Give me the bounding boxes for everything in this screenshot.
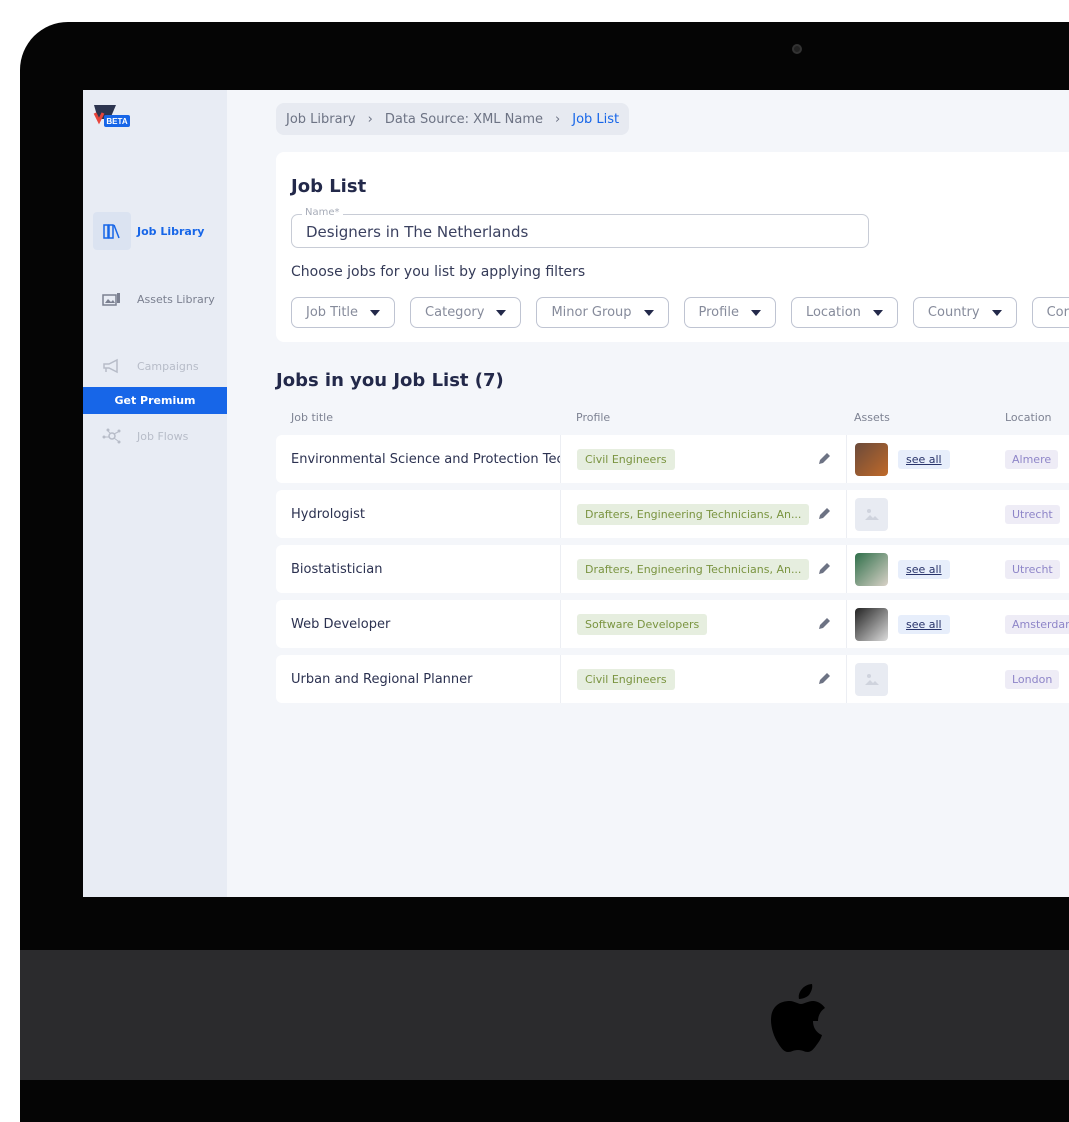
svg-text:BETA: BETA <box>106 117 127 126</box>
monitor-chin <box>20 950 1069 1080</box>
job-title-cell: Web Developer <box>276 600 561 648</box>
breadcrumb: Job Library › Data Source: XML Name › Job … <box>276 103 630 135</box>
sidebar: BETA Job Library Assets Library Campaign… <box>83 90 227 897</box>
sidebar-item-assets-library[interactable]: Assets Library <box>83 280 227 318</box>
profile-cell: Drafters, Engineering Technicians, An... <box>561 545 847 593</box>
filter-country[interactable]: Country <box>912 297 1017 328</box>
edit-pencil-icon[interactable] <box>817 561 831 580</box>
asset-thumbnail[interactable] <box>855 552 888 586</box>
name-value: Designers in The Netherlands <box>306 223 529 241</box>
filter-more[interactable]: Cor <box>1031 297 1069 328</box>
edit-pencil-icon[interactable] <box>817 506 831 525</box>
asset-thumbnail[interactable] <box>855 607 888 641</box>
see-all-link[interactable]: see all <box>898 449 950 469</box>
header-location[interactable]: Location <box>1005 411 1052 424</box>
caret-down-icon <box>872 309 883 316</box>
location-tag: London <box>1005 669 1060 689</box>
table-row[interactable]: Environmental Science and Protection Te c… <box>276 435 1069 483</box>
profile-tag: Drafters, Engineering Technicians, An... <box>577 558 810 580</box>
job-list-card: Job List Name* Designers in The Netherla… <box>276 152 1069 342</box>
megaphone-icon <box>93 347 131 385</box>
filters-subtitle: Choose jobs for you list by applying fil… <box>291 264 586 280</box>
assets-cell: see all Almere <box>847 435 1069 483</box>
breadcrumb-job-library[interactable]: Job Library <box>286 111 356 127</box>
profile-tag: Civil Engineers <box>577 448 675 470</box>
table-row[interactable]: Urban and Regional Planner Civil Enginee… <box>276 655 1069 703</box>
profile-cell: Drafters, Engineering Technicians, An... <box>561 490 847 538</box>
caret-down-icon <box>991 309 1002 316</box>
page-title: Job List <box>291 176 367 197</box>
asset-thumbnail[interactable] <box>855 442 888 476</box>
profile-cell: Civil Engineers <box>561 655 847 703</box>
breadcrumb-job-list: Job List <box>572 111 620 127</box>
header-profile[interactable]: Profile <box>576 411 611 424</box>
chevron-right-icon: › <box>367 111 373 127</box>
assets-cell: see all Utrecht <box>847 545 1069 593</box>
header-assets[interactable]: Assets <box>854 411 890 424</box>
edit-pencil-icon[interactable] <box>817 616 831 635</box>
caret-down-icon <box>496 309 507 316</box>
apple-logo-icon <box>771 984 825 1052</box>
assets-cell: Utrecht <box>847 490 1069 538</box>
profile-tag: Software Developers <box>577 613 708 635</box>
job-title-cell: Environmental Science and Protection Tec… <box>276 435 561 483</box>
location-tag: Utrecht <box>1005 559 1060 579</box>
location-tag: Amsterdam <box>1005 614 1069 634</box>
filter-job-title[interactable]: Job Title <box>291 297 396 328</box>
get-premium-button[interactable]: Get Premium <box>83 387 227 414</box>
caret-down-icon <box>370 309 381 316</box>
profile-tag: Civil Engineers <box>577 668 675 690</box>
sidebar-item-job-library[interactable]: Job Library <box>83 212 227 250</box>
network-icon <box>93 417 131 455</box>
job-list-heading: Jobs in you Job List (7) <box>276 370 504 391</box>
name-input[interactable]: Name* Designers in The Netherlands <box>291 207 869 248</box>
assets-cell: London <box>847 655 1069 703</box>
caret-down-icon <box>643 309 654 316</box>
edit-pencil-icon[interactable] <box>817 671 831 690</box>
profile-cell: Civil Engineers <box>561 435 847 483</box>
job-title-cell: Urban and Regional Planner <box>276 655 561 703</box>
caret-down-icon <box>750 309 761 316</box>
location-tag: Almere <box>1005 449 1059 469</box>
profile-tag: Drafters, Engineering Technicians, An... <box>577 503 810 525</box>
filter-profile[interactable]: Profile <box>683 297 776 328</box>
camera <box>792 44 802 54</box>
profile-cell: Software Developers <box>561 600 847 648</box>
edit-pencil-icon[interactable] <box>817 451 831 470</box>
header-job-title[interactable]: Job title <box>291 411 333 424</box>
app-screen: BETA Job Library Assets Library Campaign… <box>83 90 1069 897</box>
filter-category[interactable]: Category <box>410 297 522 328</box>
sidebar-item-job-flows[interactable]: Job Flows <box>83 417 227 455</box>
sidebar-item-campaigns[interactable]: Campaigns <box>83 347 227 385</box>
name-label: Name* <box>302 207 343 218</box>
breadcrumb-data-source[interactable]: Data Source: XML Name <box>384 111 544 127</box>
job-title-cell: Biostatistician <box>276 545 561 593</box>
filter-location[interactable]: Location <box>790 297 898 328</box>
see-all-link[interactable]: see all <box>898 614 950 634</box>
job-title-cell: Hydrologist <box>276 490 561 538</box>
image-placeholder-icon <box>855 497 888 531</box>
table-row[interactable]: Web Developer Software Developers see al… <box>276 600 1069 648</box>
gallery-icon <box>93 280 131 318</box>
table-row[interactable]: Biostatistician Drafters, Engineering Te… <box>276 545 1069 593</box>
app-logo[interactable]: BETA <box>92 103 132 133</box>
filter-minor-group[interactable]: Minor Group <box>536 297 669 328</box>
location-tag: Utrecht <box>1005 504 1060 524</box>
image-placeholder-icon <box>855 662 888 696</box>
books-icon <box>93 212 131 250</box>
table-row[interactable]: Hydrologist Drafters, Engineering Techni… <box>276 490 1069 538</box>
see-all-link[interactable]: see all <box>898 559 950 579</box>
assets-cell: see all Amsterdam <box>847 600 1069 648</box>
filter-bar: Job Title Category Minor Group Profile L… <box>291 297 1069 328</box>
chevron-right-icon: › <box>555 111 561 127</box>
